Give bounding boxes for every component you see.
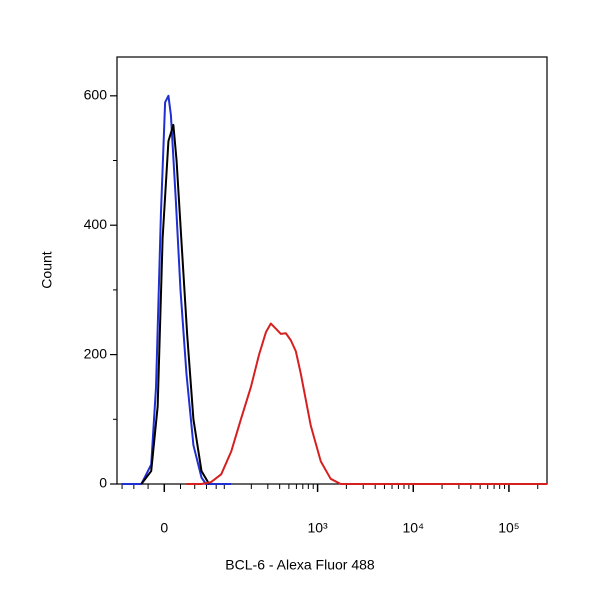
x-tick-label: 0 [160,520,168,536]
y-tick-label: 400 [84,216,108,232]
y-tick-label: 0 [99,475,107,491]
x-tick-label: 10⁴ [402,520,424,536]
histogram-line [140,123,210,485]
histogram-line [121,94,232,485]
plot-frame [116,56,548,485]
y-tick-label: 200 [84,345,108,361]
x-tick-label: 10⁵ [498,520,519,536]
x-axis-label: BCL-6 - Alexa Fluor 488 [225,557,375,573]
histogram-line [186,322,547,485]
x-tick-label: 10³ [307,520,328,536]
y-axis-label: Count [39,251,55,288]
y-tick-label: 600 [84,87,108,103]
